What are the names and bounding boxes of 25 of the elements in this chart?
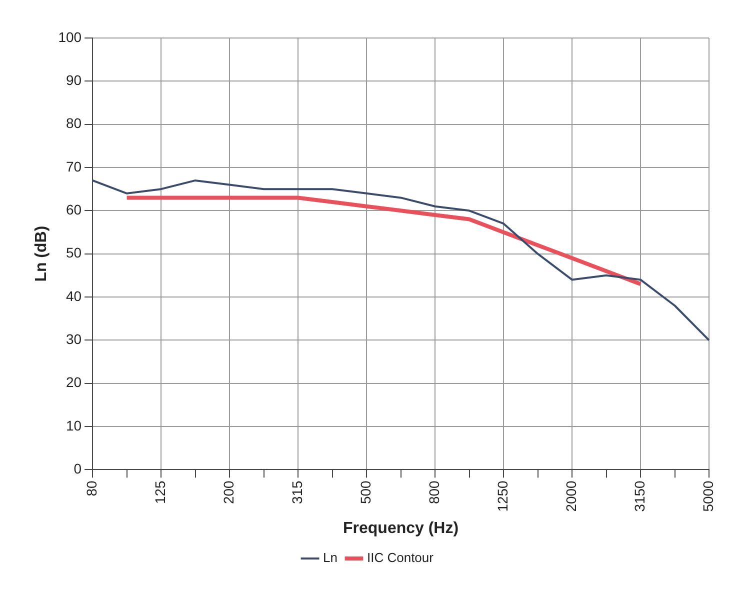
x-tick-label: 80 (83, 480, 100, 496)
y-tick-label: 40 (66, 288, 82, 304)
y-tick-label: 20 (66, 374, 82, 390)
y-tick-label: 50 (66, 244, 82, 261)
y-tick-label: 30 (66, 331, 82, 348)
y-axis-title: Ln (dB) (33, 226, 50, 282)
x-tick-label: 1250 (494, 480, 510, 512)
y-tick-label: 10 (66, 417, 82, 434)
x-tick-label: 500 (357, 480, 374, 504)
y-tick-label: 60 (66, 202, 82, 218)
y-tick-label: 70 (66, 158, 82, 174)
legend-label: IIC Contour (366, 550, 434, 566)
x-tick-label: 200 (220, 480, 236, 504)
x-tick-label: 125 (152, 480, 168, 504)
y-tick-label: 90 (66, 72, 82, 88)
y-tick-label: 0 (74, 460, 82, 477)
x-tick-label: 800 (426, 480, 442, 504)
y-tick-label: 80 (66, 115, 82, 132)
legend-label: Ln (323, 550, 338, 566)
x-tick-label: 3150 (631, 480, 648, 512)
x-tick-label: 315 (288, 480, 305, 504)
x-tick-label: 5000 (700, 480, 716, 512)
x-tick-label: 2000 (562, 480, 579, 512)
y-tick-label: 100 (58, 28, 82, 45)
x-axis-title: Frequency (Hz) (342, 520, 459, 537)
